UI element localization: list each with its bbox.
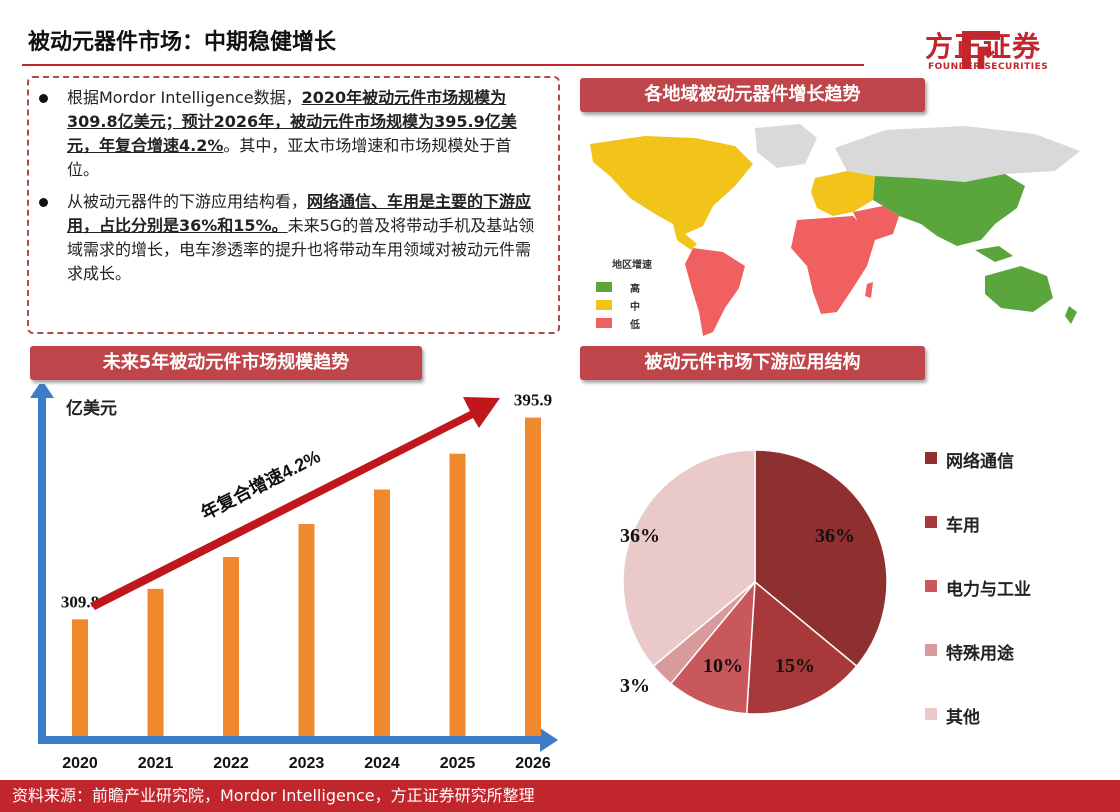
map-region-north-america bbox=[590, 136, 753, 234]
pie-label-4: 36% bbox=[620, 525, 660, 547]
bullet-1-highlight: 2020年被动元件市场规模为309.8亿美元；预计2026年，被动元件市场规模为… bbox=[67, 88, 517, 155]
pie-label-0: 36% bbox=[815, 525, 855, 547]
world-map bbox=[590, 124, 1080, 336]
pie-labels-group: 36% 15% 10% 3% 36% bbox=[620, 525, 855, 697]
pie-chart-title: 被动元件市场下游应用结构 bbox=[580, 346, 925, 380]
x-tick-2020: 2020 bbox=[62, 755, 98, 772]
pie-legend-swatch-3 bbox=[925, 644, 937, 656]
x-axis-arrow-icon bbox=[540, 728, 558, 752]
legend-swatch-high bbox=[596, 282, 612, 292]
growth-annotation: 年复合增速4.2% bbox=[197, 445, 323, 523]
map-region-europe bbox=[811, 171, 875, 216]
bullet-1-outro: 。其中，亚太市场增速和市场规模处于首位。 bbox=[67, 136, 512, 179]
pie-legend-swatch-0 bbox=[925, 452, 937, 464]
pie-label-2: 10% bbox=[703, 655, 743, 677]
bars-group bbox=[72, 417, 541, 736]
bar-2022 bbox=[223, 557, 239, 736]
description-box: 根据Mordor Intelligence数据，2020年被动元件市场规模为30… bbox=[27, 76, 560, 334]
bullet-2-intro: 从被动元器件的下游应用结构看， bbox=[67, 192, 308, 211]
data-label-2020: 309.8 bbox=[61, 592, 99, 611]
map-legend-title: 地区增速 bbox=[612, 260, 652, 271]
bar-2021 bbox=[147, 588, 164, 736]
bullet-dot bbox=[39, 94, 48, 103]
bar-2023 bbox=[298, 523, 315, 736]
map-region-middle-east bbox=[853, 206, 899, 240]
legend-label-mid: 中 bbox=[630, 302, 640, 313]
bar-chart-title: 未来5年被动元件市场规模趋势 bbox=[30, 346, 422, 380]
x-tick-2024: 2024 bbox=[364, 755, 400, 772]
pie-label-3: 3% bbox=[620, 675, 650, 697]
bar-2026 bbox=[525, 417, 541, 736]
map-region-australia bbox=[985, 266, 1053, 312]
x-tick-2023: 2023 bbox=[289, 755, 325, 772]
pie-legend-label-1: 车用 bbox=[946, 516, 980, 536]
map-region-africa bbox=[791, 216, 875, 314]
logo-text: 方正证券 bbox=[925, 30, 1042, 63]
map-region-madagascar bbox=[865, 282, 873, 298]
pie-chart: 36% 15% 10% 3% 36% bbox=[620, 449, 888, 715]
pie-slice-1 bbox=[745, 580, 858, 715]
page-title: 被动元器件市场：中期稳健增长 bbox=[28, 30, 337, 55]
x-tick-2021: 2021 bbox=[138, 755, 174, 772]
pie-slices-group bbox=[622, 449, 888, 715]
x-tick-2026: 2026 bbox=[515, 755, 551, 772]
growth-arrow bbox=[90, 397, 500, 610]
bar-2020 bbox=[72, 619, 88, 736]
map-region-greenland bbox=[755, 124, 817, 168]
map-region-south-america bbox=[685, 248, 745, 336]
legend-swatch-mid bbox=[596, 300, 612, 310]
map-region-north-asia bbox=[835, 126, 1080, 182]
bar-2024 bbox=[374, 489, 390, 736]
map-region-asia bbox=[873, 174, 1025, 246]
founder-logo-icon bbox=[961, 30, 1001, 70]
pie-legend-label-0: 网络通信 bbox=[946, 452, 1014, 472]
map-region-central-america bbox=[673, 224, 697, 250]
legend-label-low: 低 bbox=[630, 320, 640, 331]
bullet-2-text: 从被动元器件的下游应用结构看，网络通信、车用是主要的下游应用，占比分别是36%和… bbox=[67, 190, 537, 286]
bullet-1-intro: 根据Mordor Intelligence数据， bbox=[67, 88, 302, 107]
pie-legend-swatch-1 bbox=[925, 516, 937, 528]
map-region-se-asia bbox=[975, 246, 1013, 262]
pie-legend-label-2: 电力与工业 bbox=[946, 580, 1031, 600]
pie-slice-4 bbox=[622, 449, 756, 668]
map-section-title: 各地域被动元器件增长趋势 bbox=[580, 78, 925, 112]
x-tick-2025: 2025 bbox=[440, 755, 476, 772]
bullet-1-text: 根据Mordor Intelligence数据，2020年被动元件市场规模为30… bbox=[67, 86, 537, 182]
pie-label-1: 15% bbox=[775, 655, 815, 677]
x-tick-2022: 2022 bbox=[213, 755, 249, 772]
pie-legend-swatch-2 bbox=[925, 580, 937, 592]
x-tick-labels-group: 2020 2021 2022 2023 2024 2025 2026 bbox=[62, 755, 551, 772]
legend-label-high: 高 bbox=[630, 284, 640, 295]
pie-slice-2 bbox=[669, 579, 756, 715]
pie-slice-0 bbox=[754, 449, 888, 668]
source-footer: 资料来源：前瞻产业研究院，Mordor Intelligence，方正证券研究所… bbox=[0, 780, 1120, 812]
bar-2025 bbox=[449, 453, 466, 736]
y-axis-label: 亿美元 bbox=[66, 398, 117, 418]
pie-legend-label-4: 其他 bbox=[946, 708, 980, 728]
bar-value-labels-group: 309.8 395.9 bbox=[61, 391, 552, 612]
logo-subtext: FOUNDER SECURITIES bbox=[928, 62, 1049, 72]
map-region-new-zealand bbox=[1065, 306, 1077, 324]
y-axis-arrow-icon bbox=[30, 384, 54, 398]
pie-legend-swatch-4 bbox=[925, 708, 937, 720]
title-divider bbox=[22, 64, 864, 66]
bullet-dot bbox=[39, 198, 48, 207]
bullet-2-highlight: 网络通信、车用是主要的下游应用，占比分别是36%和15%。 bbox=[67, 192, 532, 235]
data-label-2026: 395.9 bbox=[514, 391, 552, 410]
bullet-2-outro: 未来5G的普及将带动手机及基站领域需求的增长，电车渗透率的提升也将带动车用领域对… bbox=[67, 216, 535, 283]
legend-swatch-low bbox=[596, 318, 612, 328]
pie-legend-label-3: 特殊用途 bbox=[946, 644, 1014, 664]
